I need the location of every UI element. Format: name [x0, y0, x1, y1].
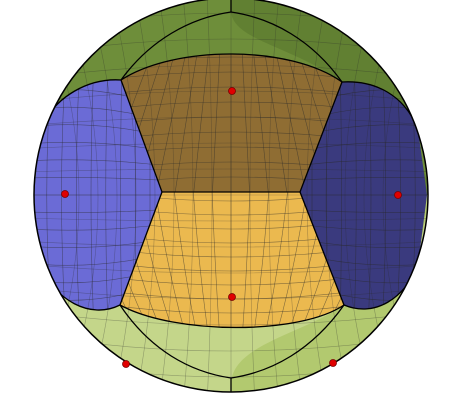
region-bottom-front — [120, 192, 344, 328]
grid-line — [287, 0, 304, 392]
grid-line — [120, 275, 344, 286]
grid-line — [121, 86, 342, 96]
grid-line — [121, 71, 342, 81]
generator-sites — [61, 87, 402, 368]
grid-line — [182, 0, 194, 392]
grid-line — [121, 101, 342, 111]
grid-line — [154, 53, 192, 193]
grid-line — [34, 263, 428, 274]
region-top-back-shade — [231, 0, 428, 195]
grid-line — [34, 168, 428, 173]
grid-line — [325, 0, 352, 392]
grid-line — [249, 0, 256, 392]
site-bottom-left — [122, 360, 130, 368]
grid-line — [34, 217, 428, 222]
site-bottom-front — [228, 293, 236, 301]
site-bottom-right — [329, 359, 337, 367]
grid-line — [158, 0, 175, 392]
grid-line — [134, 0, 156, 392]
grid-line — [192, 192, 210, 328]
grid-line — [240, 53, 251, 193]
grid-line — [241, 192, 251, 328]
site-top-front — [228, 87, 236, 95]
region-right — [300, 81, 427, 310]
sphere-outline — [33, 0, 429, 393]
grid-line — [173, 53, 202, 193]
grid-line — [306, 0, 328, 392]
grid-line — [268, 0, 280, 392]
grid-line — [270, 53, 308, 193]
grid-line — [252, 192, 270, 328]
site-left — [61, 190, 69, 198]
grid-line — [206, 0, 213, 392]
grid-line — [260, 53, 289, 193]
site-right — [394, 191, 402, 199]
grid-line — [110, 0, 137, 392]
grid-line — [211, 192, 221, 328]
grid-line — [274, 192, 308, 328]
grid-line — [173, 192, 199, 328]
grid-line — [263, 192, 289, 328]
grid-line — [120, 303, 344, 314]
region-bottom-back-shade — [231, 195, 428, 392]
grid-line — [211, 53, 222, 193]
